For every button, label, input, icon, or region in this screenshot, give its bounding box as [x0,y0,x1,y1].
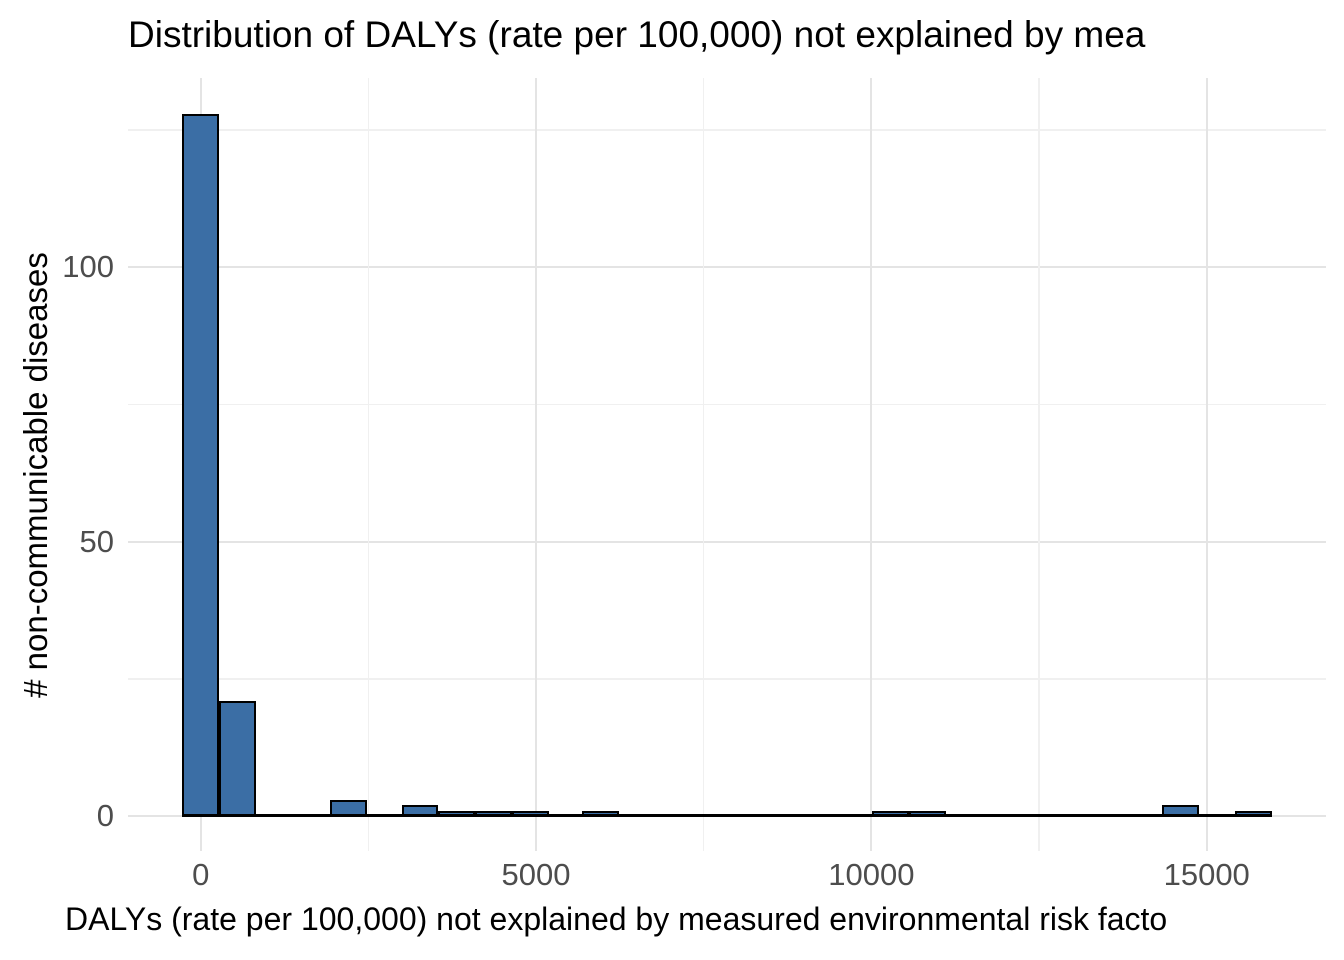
gridline-x-minor [367,78,370,851]
gridline-y-minor [128,403,1326,406]
zero-count-baseline [182,814,1273,817]
gridline-x-minor [702,78,705,851]
histogram-bar [1162,805,1199,816]
x-tick-label: 0 [192,857,210,892]
x-tick-label: 15000 [1163,857,1250,892]
gridline-x-major [1205,78,1208,851]
histogram-bar [182,113,220,816]
gridline-x-major [535,78,538,851]
gridline-x-minor [1038,78,1040,851]
x-tick-label: 10000 [828,857,915,892]
histogram-bar [475,810,513,816]
gridline-x-major [870,78,873,851]
histogram-bar [1235,810,1273,816]
gridline-y-major [128,266,1326,269]
chart-title: Distribution of DALYs (rate per 100,000)… [128,14,1146,55]
gridline-y-minor [128,678,1326,680]
y-tick-label: 50 [79,523,114,559]
histogram-bar [909,810,947,816]
x-axis-label: DALYs (rate per 100,000) not explained b… [65,901,1168,937]
x-tick-label: 5000 [501,857,571,892]
histogram-bar [438,810,476,816]
gridline-y-major [128,540,1326,543]
histogram-bar [872,810,910,816]
histogram-bar [219,700,257,816]
gridline-y-minor [128,129,1326,131]
y-tick-label: 0 [96,798,114,833]
histogram-bar [581,810,619,816]
histogram-bar [329,799,367,816]
y-tick-label: 100 [62,249,114,285]
histogram-bar [401,805,439,816]
histogram-bar [512,810,550,816]
